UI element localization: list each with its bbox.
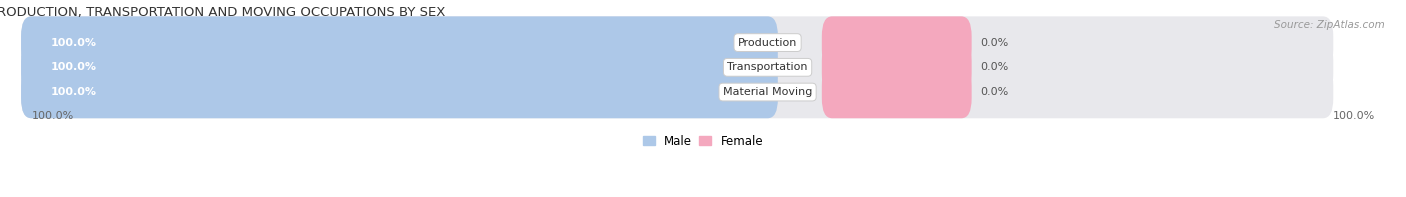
Text: 0.0%: 0.0%	[981, 87, 1010, 97]
Text: Production: Production	[738, 38, 797, 48]
Text: 100.0%: 100.0%	[51, 62, 97, 72]
FancyBboxPatch shape	[21, 16, 1333, 69]
Text: 100.0%: 100.0%	[51, 38, 97, 48]
Text: 100.0%: 100.0%	[31, 111, 73, 121]
FancyBboxPatch shape	[21, 66, 778, 118]
Text: 100.0%: 100.0%	[1333, 111, 1375, 121]
FancyBboxPatch shape	[21, 41, 778, 94]
Text: 0.0%: 0.0%	[981, 38, 1010, 48]
FancyBboxPatch shape	[823, 16, 972, 69]
FancyBboxPatch shape	[823, 66, 972, 118]
Text: Source: ZipAtlas.com: Source: ZipAtlas.com	[1274, 20, 1385, 30]
Text: 0.0%: 0.0%	[981, 62, 1010, 72]
Text: PRODUCTION, TRANSPORTATION AND MOVING OCCUPATIONS BY SEX: PRODUCTION, TRANSPORTATION AND MOVING OC…	[0, 6, 446, 19]
Legend: Male, Female: Male, Female	[638, 130, 768, 152]
Text: Material Moving: Material Moving	[723, 87, 813, 97]
Text: 100.0%: 100.0%	[51, 87, 97, 97]
FancyBboxPatch shape	[21, 41, 1333, 94]
FancyBboxPatch shape	[823, 41, 972, 94]
FancyBboxPatch shape	[21, 66, 1333, 118]
FancyBboxPatch shape	[21, 16, 778, 69]
Text: Transportation: Transportation	[727, 62, 808, 72]
